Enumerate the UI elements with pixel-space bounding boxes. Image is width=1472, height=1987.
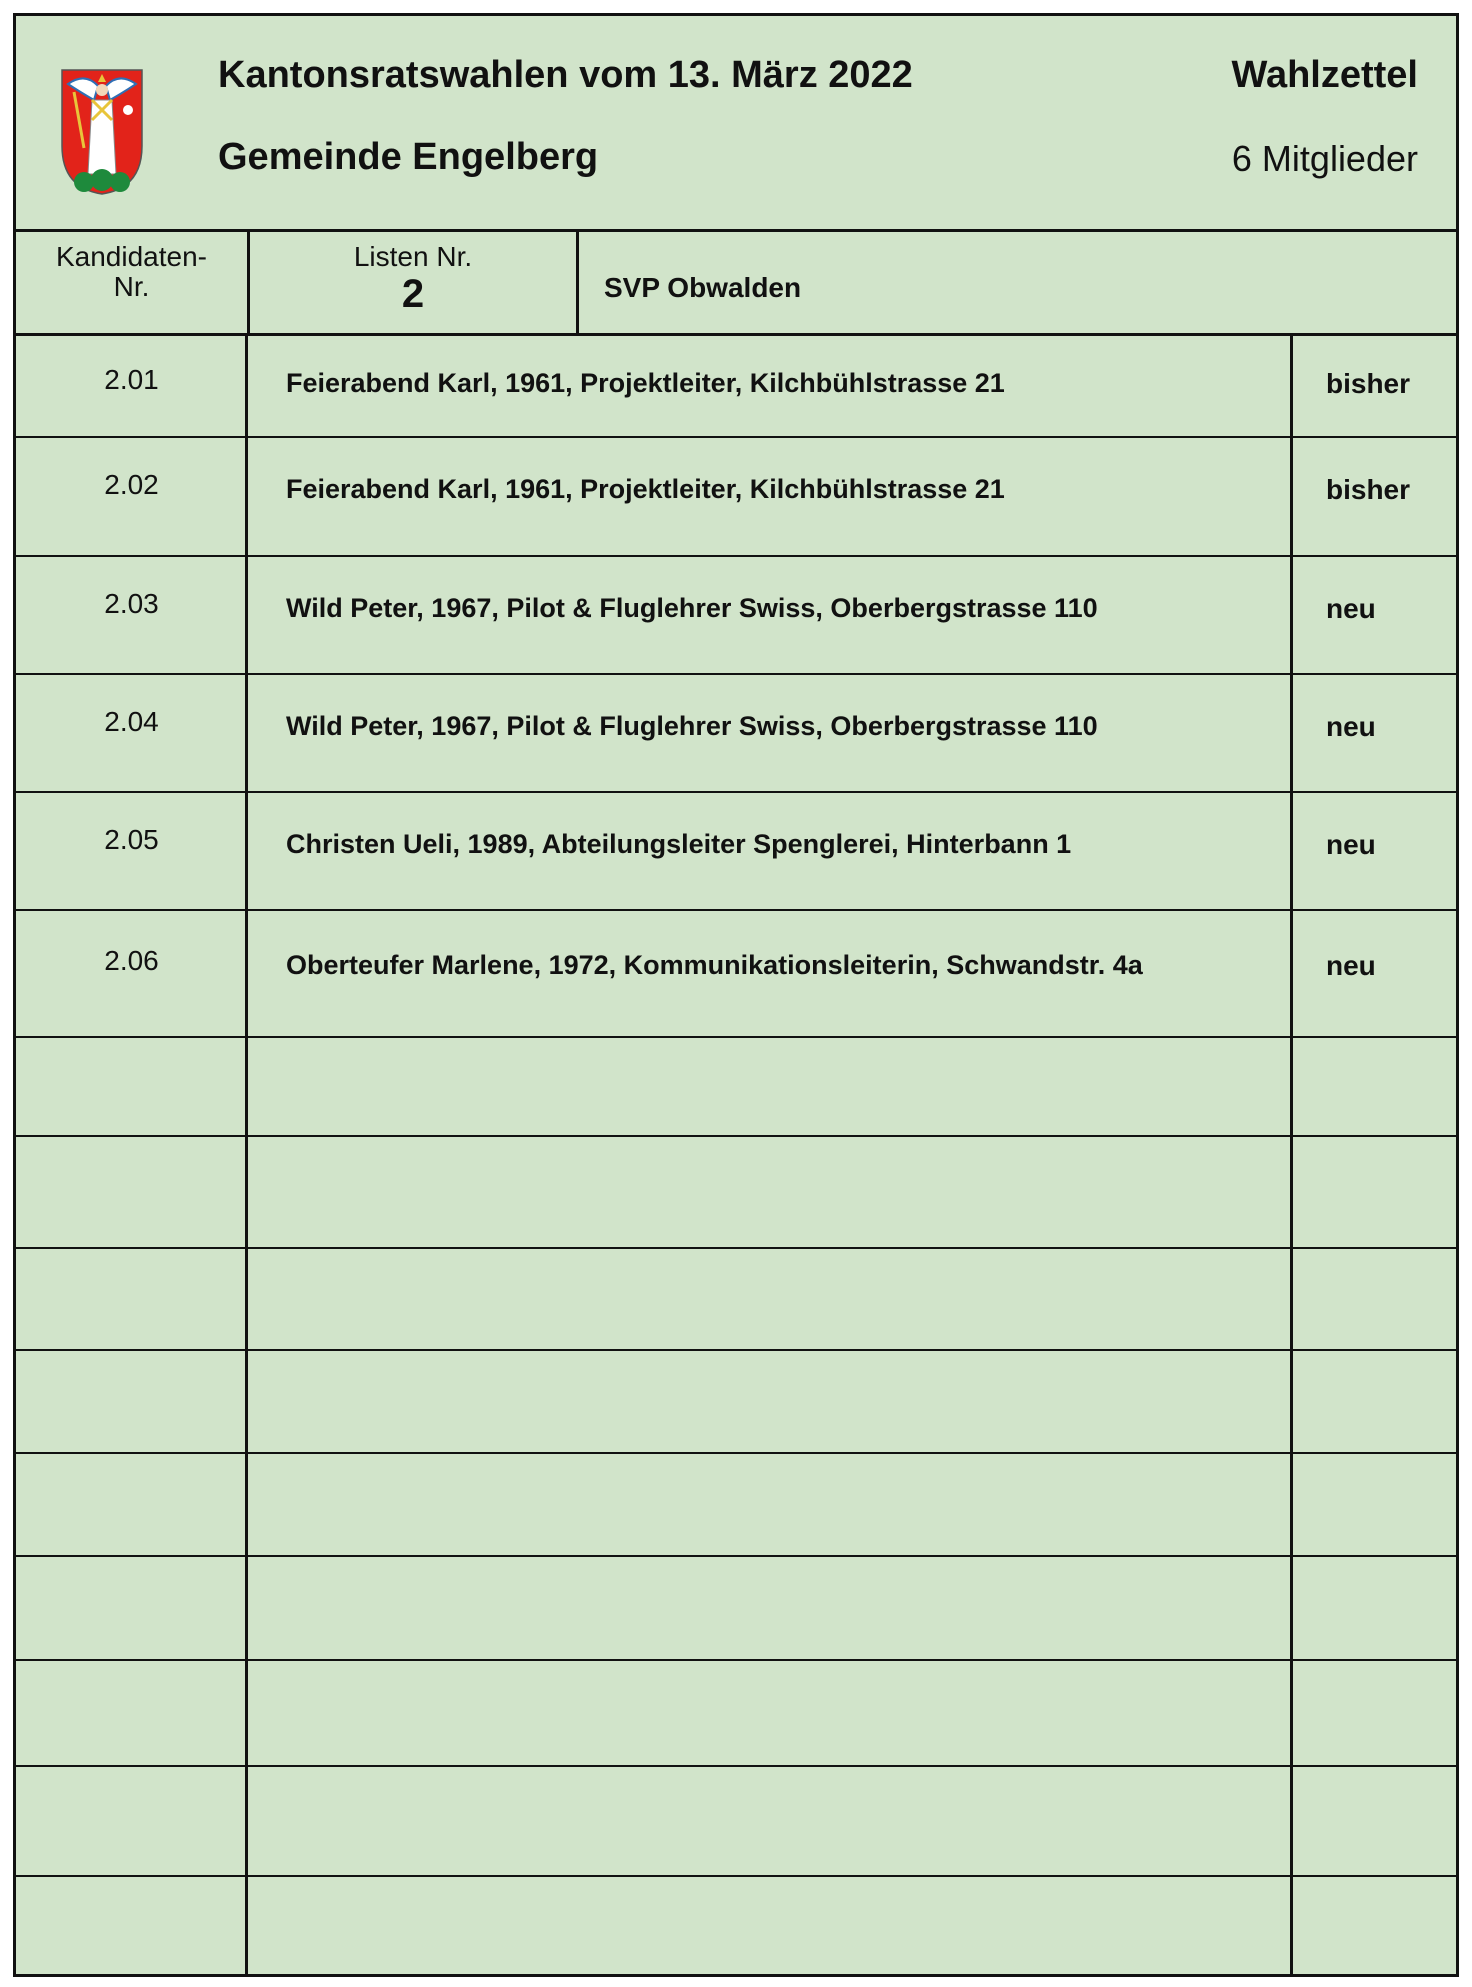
row-divider bbox=[16, 1875, 1456, 1877]
candidate-row: 2.01 Feierabend Karl, 1961, Projektleiter… bbox=[16, 336, 1456, 436]
row-divider bbox=[16, 909, 1456, 911]
divider bbox=[576, 229, 579, 334]
candidate-status: neu bbox=[1326, 710, 1376, 742]
list-number-header: Listen Nr. 2 bbox=[250, 241, 576, 317]
header-label: Nr. bbox=[113, 271, 150, 302]
document-type: Wahlzettel bbox=[1231, 54, 1419, 96]
row-divider bbox=[16, 555, 1456, 557]
municipality-name: Gemeinde Engelberg bbox=[218, 136, 599, 178]
candidate-status: bisher bbox=[1326, 368, 1411, 399]
candidate-number: 2.03 bbox=[104, 588, 159, 620]
row-divider bbox=[16, 1555, 1456, 1557]
candidate-status: neu bbox=[1326, 828, 1376, 860]
column-divider bbox=[1290, 336, 1293, 1974]
candidate-status: bisher bbox=[1326, 474, 1411, 506]
candidate-number: 2.06 bbox=[104, 944, 159, 976]
row-divider bbox=[16, 1659, 1456, 1661]
party-name: SVP Obwalden bbox=[604, 272, 802, 303]
ballot-sheet: Kantonsratswahlen vom 13. März 2022 Geme… bbox=[13, 13, 1459, 1977]
candidate-number: 2.01 bbox=[104, 364, 159, 395]
divider bbox=[16, 229, 1456, 232]
row-divider bbox=[16, 673, 1456, 675]
candidate-status: neu bbox=[1326, 949, 1376, 981]
candidate-name: Feierabend Karl, 1961, Projektleiter, Ki… bbox=[286, 474, 1005, 505]
column-divider bbox=[245, 336, 248, 1974]
divider bbox=[16, 333, 1456, 336]
row-divider bbox=[16, 1036, 1456, 1038]
candidate-number: 2.02 bbox=[104, 469, 159, 501]
candidate-row: 2.02 Feierabend Karl, 1961, Projektleiter… bbox=[16, 436, 1456, 555]
candidate-row: 2.03 Wild Peter, 1967, Pilot & Fluglehrer… bbox=[16, 555, 1456, 673]
row-divider bbox=[16, 1349, 1456, 1351]
row-divider bbox=[16, 1452, 1456, 1454]
header-label: Listen Nr. bbox=[353, 241, 473, 272]
seat-count: 6 Mitglieder bbox=[1231, 138, 1418, 179]
row-divider bbox=[16, 436, 1456, 438]
election-title: Kantonsratswahlen vom 13. März 2022 bbox=[218, 54, 913, 96]
coat-of-arms-icon bbox=[61, 69, 143, 195]
row-divider bbox=[16, 1765, 1456, 1767]
candidate-number-header: Kandidaten- Nr. bbox=[16, 242, 247, 302]
candidate-name: Feierabend Karl, 1961, Projektleiter, Ki… bbox=[286, 368, 1005, 398]
row-divider bbox=[16, 791, 1456, 793]
candidate-row: 2.06 Oberteufer Marlene, 1972, Kommunikat… bbox=[16, 909, 1456, 1036]
row-divider bbox=[16, 1247, 1456, 1249]
candidate-number: 2.04 bbox=[104, 706, 159, 738]
divider bbox=[247, 229, 250, 334]
candidate-row: 2.05 Christen Ueli, 1989, Abteilungsleite… bbox=[16, 791, 1456, 909]
candidate-number: 2.05 bbox=[104, 824, 159, 856]
candidate-name: Oberteufer Marlene, 1972, Kommunikations… bbox=[286, 949, 1143, 980]
candidate-name: Wild Peter, 1967, Pilot & Fluglehrer Swi… bbox=[286, 710, 1098, 741]
candidate-name: Wild Peter, 1967, Pilot & Fluglehrer Swi… bbox=[286, 592, 1098, 623]
header-label: Kandidaten- bbox=[55, 241, 207, 272]
candidate-row: 2.04 Wild Peter, 1967, Pilot & Fluglehrer… bbox=[16, 673, 1456, 791]
row-divider bbox=[16, 1135, 1456, 1137]
candidate-name: Christen Ueli, 1989, Abteilungsleiter Sp… bbox=[286, 828, 1072, 859]
candidate-status: neu bbox=[1326, 592, 1376, 624]
list-number: 2 bbox=[401, 272, 425, 316]
